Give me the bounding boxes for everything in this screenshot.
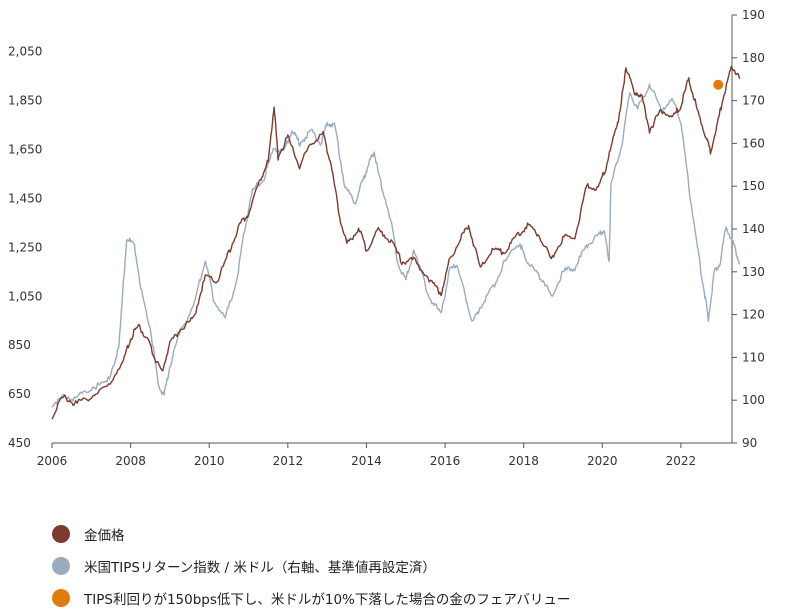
legend-label-fair-value: TIPS利回りが150bps低下し、米ドルが10%下落した場合の金のフェアバリュ… xyxy=(84,592,571,608)
y-right-tick-label-90: 90 xyxy=(742,436,757,450)
legend-marker-fair-value xyxy=(52,589,70,607)
y-left-tick-label-1450: 1,450 xyxy=(8,191,42,205)
y-left-tick-label-850: 850 xyxy=(8,338,31,352)
x-tick-label-2018: 2018 xyxy=(508,454,539,468)
legend-label-tips: 米国TIPSリターン指数 / 米ドル（右軸、基準値再設定済） xyxy=(84,560,436,576)
y-right-tick-label-100: 100 xyxy=(742,393,765,407)
y-right-tick-label-140: 140 xyxy=(742,222,765,236)
x-tick-label-2014: 2014 xyxy=(351,454,382,468)
y-left-tick-label-1050: 1,050 xyxy=(8,289,42,303)
y-left-tick-label-1850: 1,850 xyxy=(8,94,42,108)
fair-value-point xyxy=(713,79,724,90)
x-tick-label-2012: 2012 xyxy=(273,454,304,468)
y-right-tick-label-180: 180 xyxy=(742,51,765,65)
legend-marker-gold xyxy=(52,525,70,543)
line-chart: 2006 2008 2010 2012 2014 2016 2018 2020 2022 450 6… xyxy=(8,8,765,468)
x-tick-label-2020: 2020 xyxy=(587,454,618,468)
y-right-tick-label-150: 150 xyxy=(742,179,765,193)
x-tick-label-2006: 2006 xyxy=(37,454,68,468)
x-tick-label-2008: 2008 xyxy=(115,454,146,468)
legend-item-gold: 金価格 xyxy=(52,518,570,550)
y-right-tick-label-160: 160 xyxy=(742,136,765,150)
y-right-tick-label-130: 130 xyxy=(742,265,765,279)
legend-item-tips: 米国TIPSリターン指数 / 米ドル（右軸、基準値再設定済） xyxy=(52,550,570,582)
legend-label-gold: 金価格 xyxy=(84,528,125,544)
y-right-tick-label-170: 170 xyxy=(742,94,765,108)
y-right-tick-label-190: 190 xyxy=(742,8,765,22)
x-tick-label-2022: 2022 xyxy=(666,454,697,468)
y-left-tick-label-1250: 1,250 xyxy=(8,240,42,254)
legend-marker-tips xyxy=(52,557,70,575)
y-left-tick-label-1650: 1,650 xyxy=(8,143,42,157)
series-line-tips xyxy=(51,83,741,408)
y-left-tick-label-2050: 2,050 xyxy=(8,45,42,59)
y-left-tick-label-650: 650 xyxy=(8,387,31,401)
x-tick-label-2016: 2016 xyxy=(430,454,461,468)
series-line-gold xyxy=(51,65,741,420)
y-left-tick-label-450: 450 xyxy=(8,436,31,450)
legend-item-fair-value: TIPS利回りが150bps低下し、米ドルが10%下落した場合の金のフェアバリュ… xyxy=(52,582,570,614)
y-right-tick-label-120: 120 xyxy=(742,308,765,322)
x-tick-label-2010: 2010 xyxy=(194,454,225,468)
chart-legend: 金価格 米国TIPSリターン指数 / 米ドル（右軸、基準値再設定済） TIPS利… xyxy=(52,518,570,614)
y-right-tick-label-110: 110 xyxy=(742,350,765,364)
